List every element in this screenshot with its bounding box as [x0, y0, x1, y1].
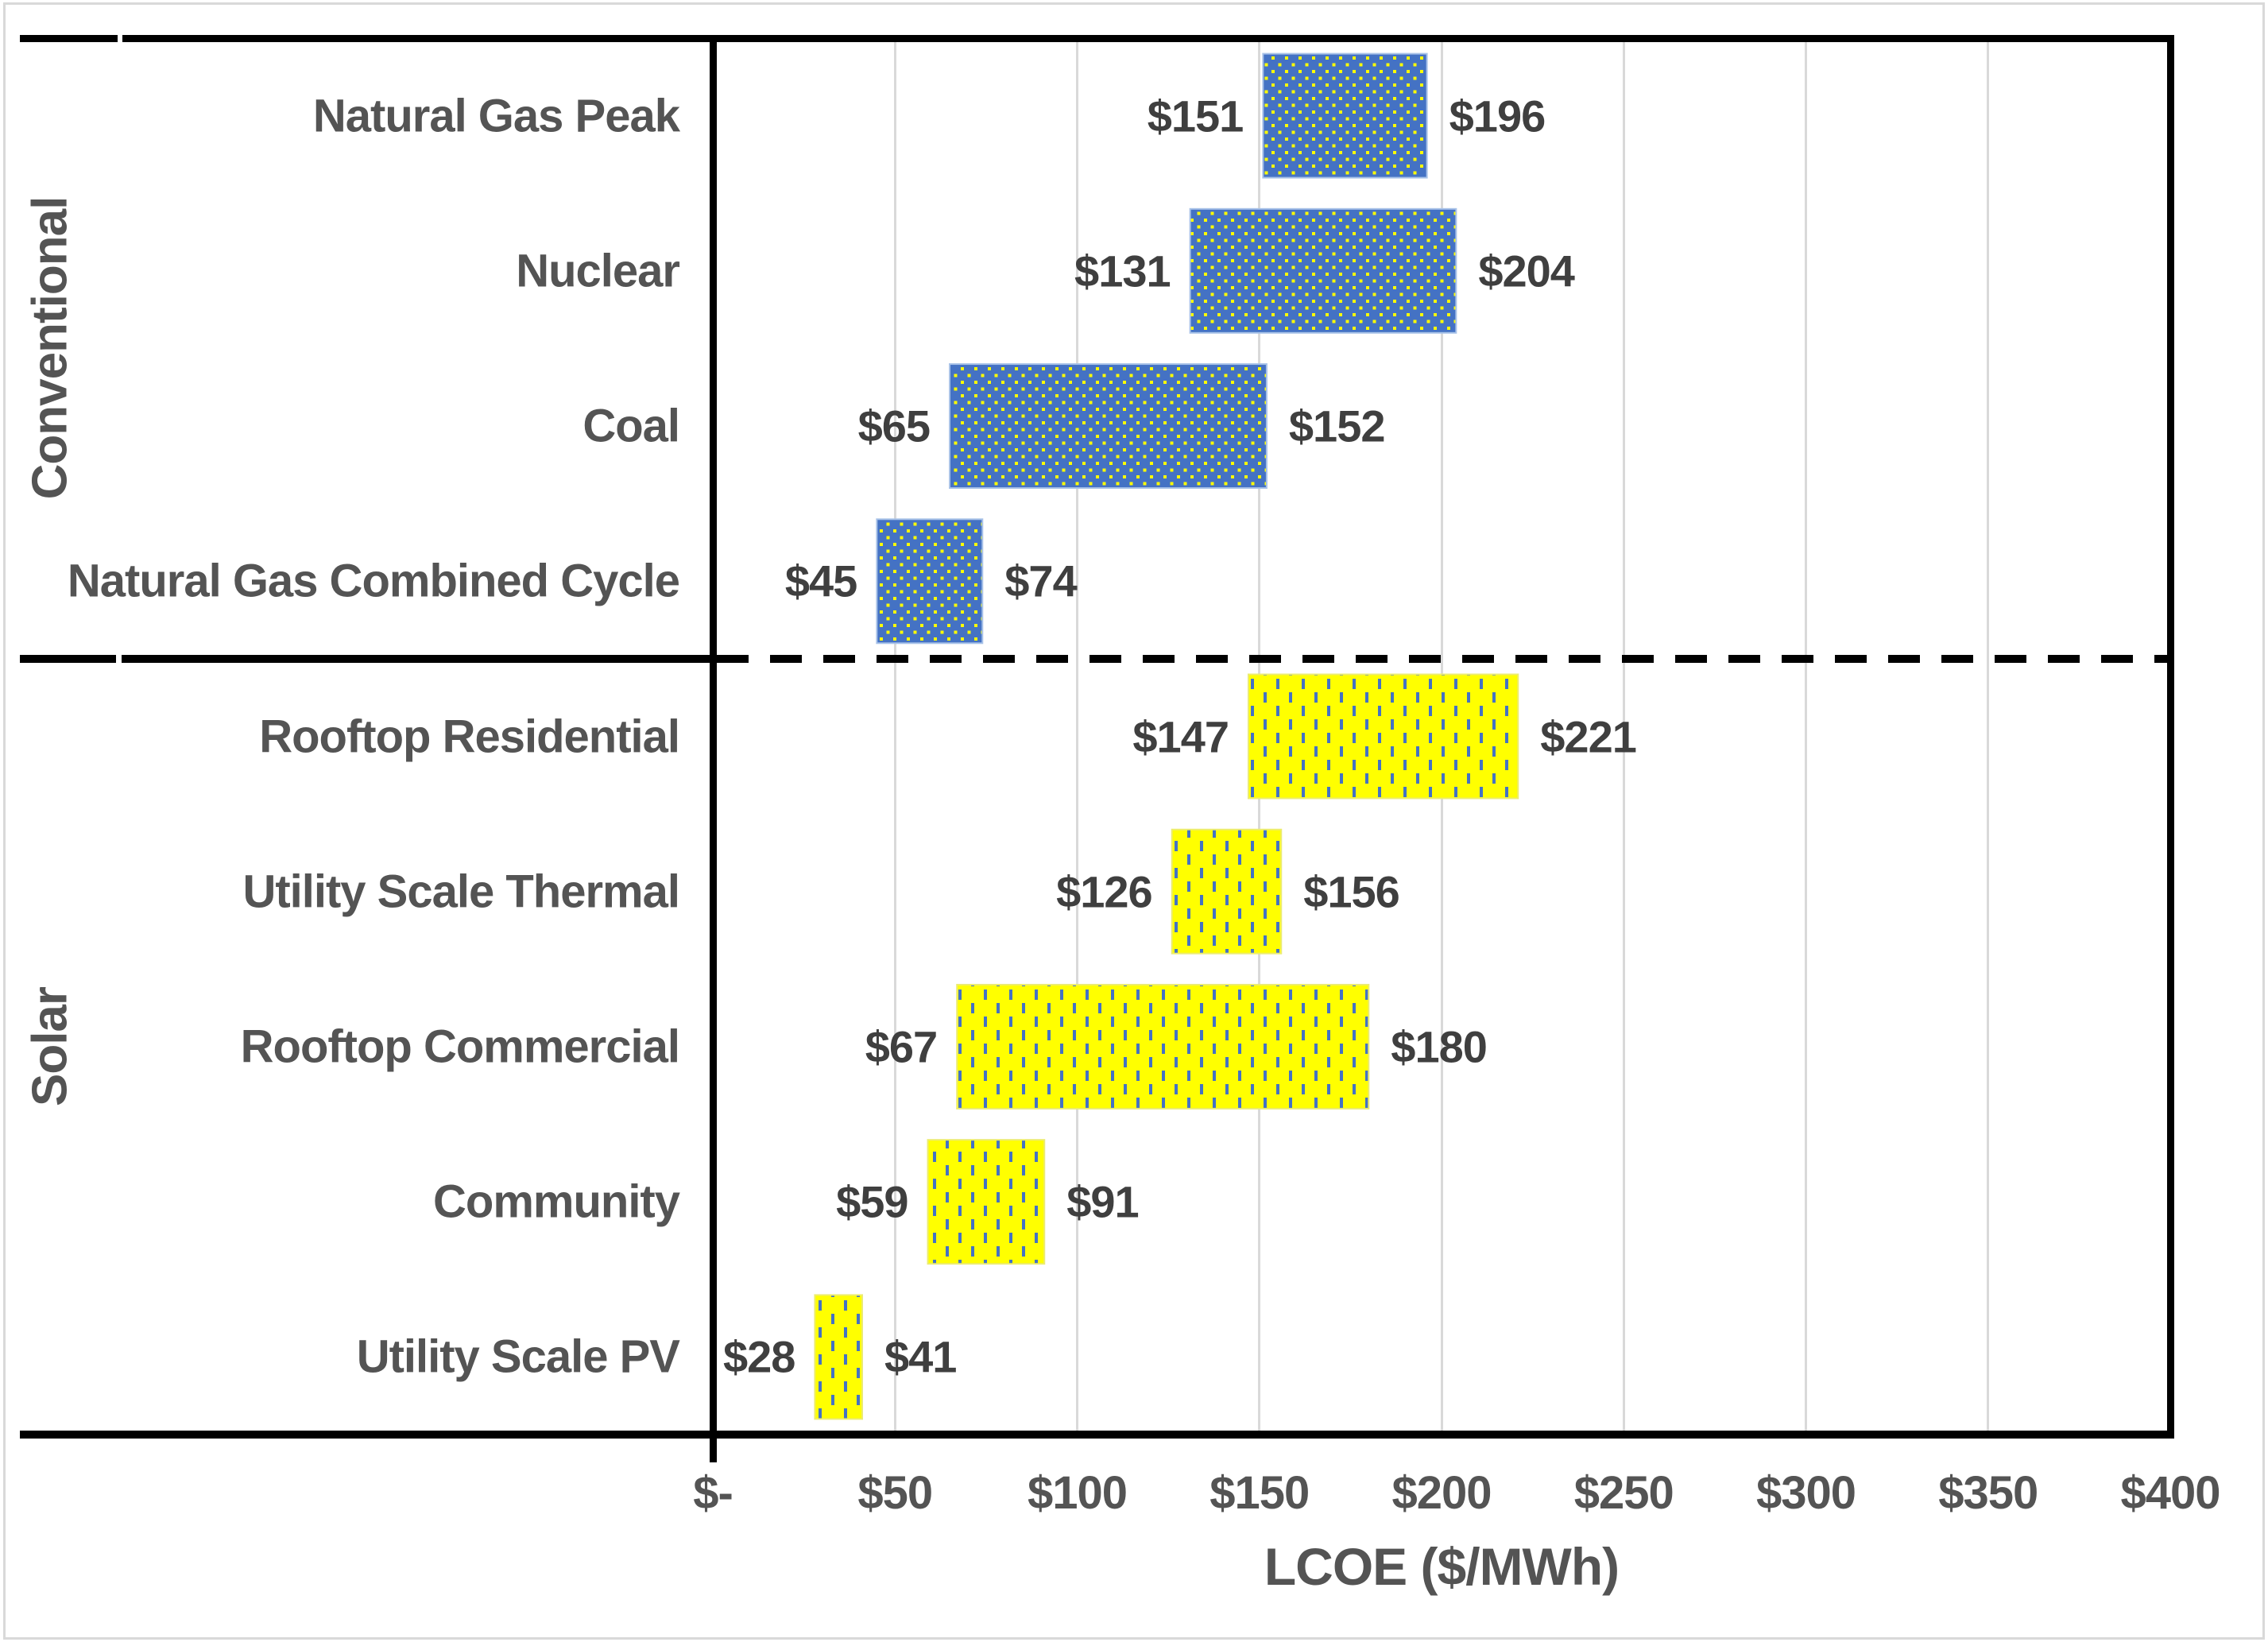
- group-label-solar: Solar: [22, 986, 78, 1107]
- range-bar: [1171, 828, 1283, 955]
- bar-min-label: $126: [1056, 866, 1153, 917]
- x-tick-label: $250: [1573, 1467, 1674, 1519]
- range-bar: [927, 1139, 1046, 1265]
- gridline-50: [893, 38, 896, 1435]
- x-tick-label: $-: [693, 1467, 733, 1519]
- range-bar: [814, 1294, 863, 1420]
- gridline-350: [1987, 38, 1990, 1435]
- x-tick-label: $300: [1755, 1467, 1856, 1519]
- bar-min-label: $131: [1074, 246, 1171, 296]
- range-bar: [1189, 207, 1457, 334]
- category-label: Community: [433, 1175, 680, 1228]
- range-bar: [1247, 673, 1519, 800]
- x-tick-label: $50: [857, 1467, 933, 1519]
- bar-min-label: $67: [865, 1021, 938, 1072]
- axis-level-notch: [118, 35, 122, 42]
- bar-max-label: $41: [884, 1331, 957, 1382]
- bar-min-label: $59: [836, 1176, 908, 1227]
- range-bar: [1262, 52, 1428, 179]
- section-separator-notch: [116, 654, 122, 663]
- category-label: Coal: [582, 400, 680, 452]
- bar-max-label: $91: [1066, 1176, 1139, 1227]
- bar-min-label: $147: [1132, 711, 1229, 761]
- x-tick-label: $400: [2120, 1467, 2220, 1519]
- bar-min-label: $28: [722, 1331, 795, 1382]
- category-label: Natural Gas Combined Cycle: [67, 555, 680, 607]
- category-label: Utility Scale PV: [356, 1330, 680, 1383]
- x-tick-label: $200: [1391, 1467, 1492, 1519]
- category-label: Nuclear: [516, 245, 680, 297]
- plot-right-border: [2167, 35, 2174, 1439]
- x-axis-line: [20, 1431, 2174, 1439]
- bar-min-label: $151: [1147, 91, 1244, 141]
- bar-max-label: $156: [1303, 866, 1400, 917]
- category-label: Rooftop Commercial: [240, 1020, 680, 1073]
- category-label: Rooftop Residential: [259, 711, 680, 762]
- range-bar: [876, 518, 984, 645]
- bar-max-label: $74: [1004, 556, 1077, 606]
- category-label: Utility Scale Thermal: [242, 866, 680, 918]
- bar-max-label: $221: [1540, 711, 1637, 761]
- group-label-conventional: Conventional: [22, 196, 78, 500]
- gridline-100: [1076, 38, 1078, 1435]
- y-axis-line: [710, 35, 717, 1462]
- gridline-250: [1622, 38, 1625, 1435]
- plot-top-border: [20, 35, 2174, 42]
- x-tick-label: $150: [1209, 1467, 1310, 1519]
- range-bar: [949, 363, 1268, 490]
- x-tick-label: $100: [1027, 1467, 1128, 1519]
- gridline-300: [1805, 38, 1807, 1435]
- bar-min-label: $65: [857, 401, 931, 451]
- range-bar: [956, 983, 1370, 1110]
- category-label: Natural Gas Peak: [312, 90, 680, 142]
- section-separator-dashed: [717, 654, 2167, 663]
- x-tick-label: $350: [1938, 1467, 2038, 1519]
- section-separator-solid: [20, 654, 710, 663]
- bar-max-label: $152: [1288, 401, 1386, 451]
- bar-min-label: $45: [784, 556, 857, 606]
- bar-max-label: $180: [1391, 1021, 1488, 1072]
- bar-max-label: $204: [1478, 246, 1575, 296]
- bar-max-label: $196: [1449, 91, 1546, 141]
- x-axis-title: LCOE ($/MWh): [1264, 1537, 1620, 1596]
